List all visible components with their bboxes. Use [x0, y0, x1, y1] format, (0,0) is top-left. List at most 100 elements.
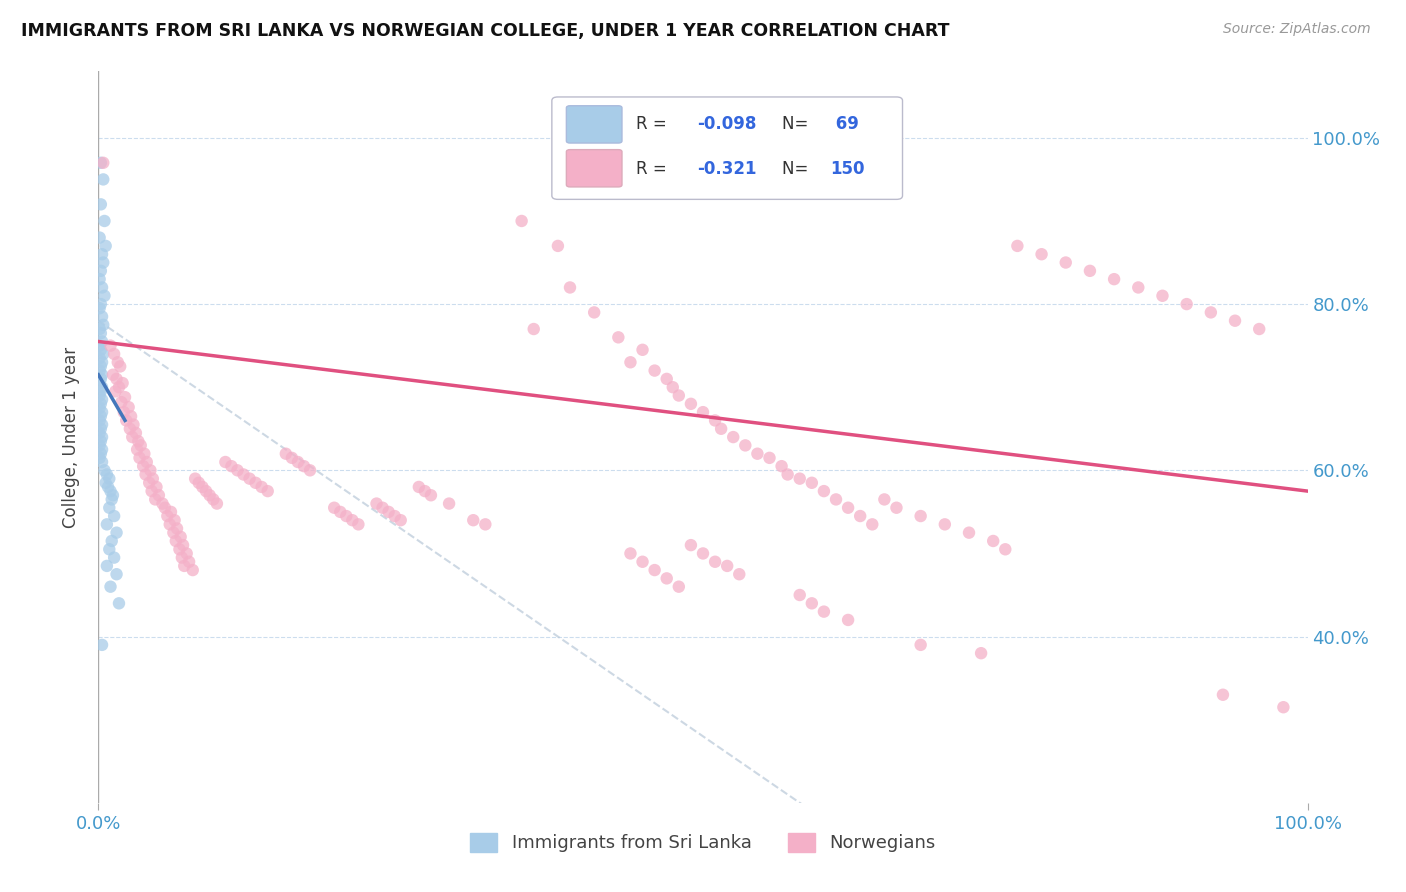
Point [523, 322, 546, 336]
Point [91, 380, 114, 394]
Point [619, 546, 641, 560]
Point [105, 372, 128, 386]
Point [104, 384, 127, 399]
Point [91, 172, 114, 186]
Text: R =: R = [637, 160, 678, 178]
Point [98, 500, 121, 515]
Point [198, 488, 221, 502]
Point [110, 395, 132, 409]
Point [100, 339, 122, 353]
Point [91, 310, 114, 324]
Point [377, 505, 399, 519]
Point [129, 438, 152, 452]
Point [1249, 322, 1271, 336]
Point [1152, 289, 1174, 303]
Point [323, 500, 346, 515]
Point [91, 455, 114, 469]
Point [1128, 280, 1150, 294]
Point [132, 459, 155, 474]
Text: -0.321: -0.321 [697, 160, 756, 178]
Point [96, 467, 118, 482]
Point [463, 513, 485, 527]
Point [655, 571, 678, 585]
Point [281, 450, 304, 465]
Point [105, 525, 128, 540]
Point [420, 488, 443, 502]
Point [89, 272, 111, 286]
Point [89, 413, 111, 427]
Y-axis label: College, Under 1 year: College, Under 1 year [62, 346, 80, 528]
Point [371, 500, 394, 515]
Point [91, 638, 114, 652]
Point [89, 230, 111, 244]
FancyBboxPatch shape [567, 150, 621, 187]
Legend: Immigrants from Sri Lanka, Norwegians: Immigrants from Sri Lanka, Norwegians [463, 826, 943, 860]
Point [558, 280, 581, 294]
Point [668, 580, 690, 594]
Point [89, 376, 111, 390]
Text: R =: R = [637, 115, 672, 133]
Point [90, 422, 112, 436]
Point [91, 392, 114, 407]
Point [114, 390, 136, 404]
Point [97, 480, 120, 494]
Point [135, 455, 157, 469]
Point [90, 343, 112, 357]
Point [91, 318, 114, 332]
Point [165, 533, 187, 548]
Point [287, 455, 309, 469]
Point [710, 422, 733, 436]
Point [970, 646, 993, 660]
Point [145, 480, 167, 494]
Point [128, 450, 150, 465]
Point [800, 596, 823, 610]
Point [202, 492, 225, 507]
Point [184, 472, 207, 486]
Point [135, 467, 157, 482]
Point [825, 492, 848, 507]
Point [704, 413, 727, 427]
Text: -0.098: -0.098 [697, 115, 756, 133]
Point [108, 380, 131, 394]
Point [474, 517, 496, 532]
Point [90, 434, 112, 449]
Point [148, 488, 170, 502]
Point [159, 517, 181, 532]
Point [661, 380, 683, 394]
Point [153, 500, 176, 515]
Point [100, 533, 122, 548]
Point [679, 397, 702, 411]
Point [619, 355, 641, 369]
Point [347, 517, 370, 532]
Point [179, 555, 201, 569]
Point [413, 484, 436, 499]
Point [91, 355, 114, 369]
Point [704, 555, 727, 569]
Point [510, 214, 533, 228]
Point [90, 156, 112, 170]
Point [1199, 305, 1222, 319]
Point [89, 401, 111, 415]
Point [644, 363, 666, 377]
Point [142, 472, 165, 486]
Point [335, 509, 357, 524]
Point [776, 467, 799, 482]
Point [91, 405, 114, 419]
Point [758, 450, 780, 465]
Point [583, 305, 606, 319]
Point [886, 500, 908, 515]
Point [181, 563, 204, 577]
Point [89, 388, 111, 402]
Point [631, 555, 654, 569]
Point [723, 430, 745, 444]
Point [127, 434, 149, 449]
Point [813, 605, 835, 619]
Point [118, 422, 141, 436]
Point [292, 459, 315, 474]
Point [169, 530, 191, 544]
Point [800, 475, 823, 490]
Point [163, 513, 186, 527]
Point [668, 388, 690, 402]
Point [108, 359, 131, 374]
Point [100, 484, 122, 499]
